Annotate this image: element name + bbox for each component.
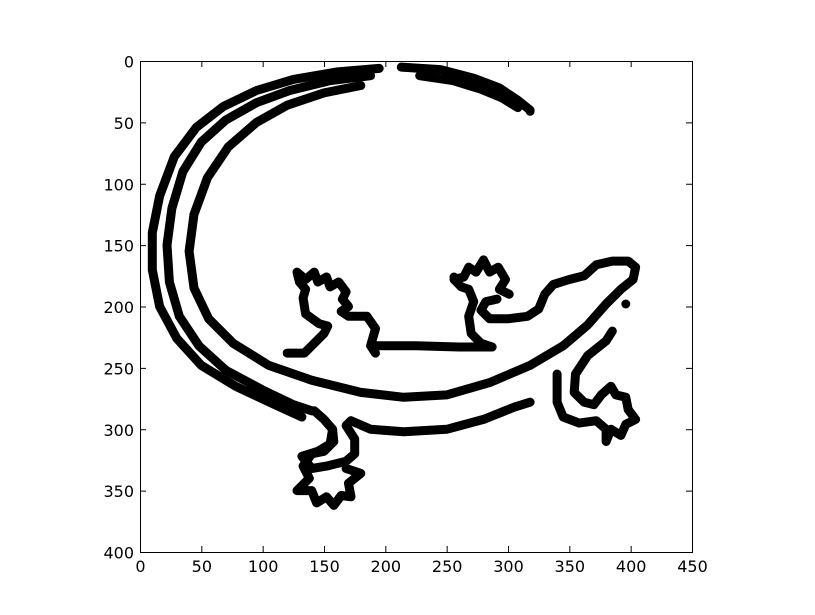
y-tick-label: 100: [103, 175, 134, 194]
series-path-rear-right-leg: [557, 331, 636, 441]
y-tick-label: 150: [103, 237, 134, 256]
x-tick-label: 450: [677, 557, 708, 576]
x-tick-label: 300: [493, 557, 524, 576]
y-tick-label: 250: [103, 359, 134, 378]
x-tick-label: 100: [248, 557, 279, 576]
x-tick-label: 350: [555, 557, 586, 576]
series-path-mid-bar: [376, 346, 493, 347]
data-point-1: [621, 300, 630, 309]
x-tick-label: 200: [371, 557, 402, 576]
x-tick-label: 150: [309, 557, 340, 576]
y-tick-label: 300: [103, 421, 134, 440]
x-axis-tick-labels: 0 50 100 150 200 250 300 350 400 450: [135, 557, 707, 576]
x-tick-label: 400: [616, 557, 647, 576]
data-point-0: [526, 107, 535, 116]
y-axis-tick-labels: 0 50 100 150 200 250 300 350 400: [103, 53, 134, 563]
plot-area: [152, 67, 635, 505]
x-tick-label: 50: [192, 557, 212, 576]
axes-frame: [141, 62, 693, 553]
data-point-2: [450, 273, 459, 282]
x-tick-label: 250: [432, 557, 463, 576]
y-tick-label: 350: [103, 482, 134, 501]
y-tick-label: 200: [103, 298, 134, 317]
x-tick-label: 0: [135, 557, 145, 576]
y-tick-label: 50: [114, 114, 134, 133]
y-tick-label: 400: [103, 544, 134, 563]
y-tick-label: 0: [124, 53, 134, 72]
series-path-front-left-leg: [287, 282, 328, 353]
